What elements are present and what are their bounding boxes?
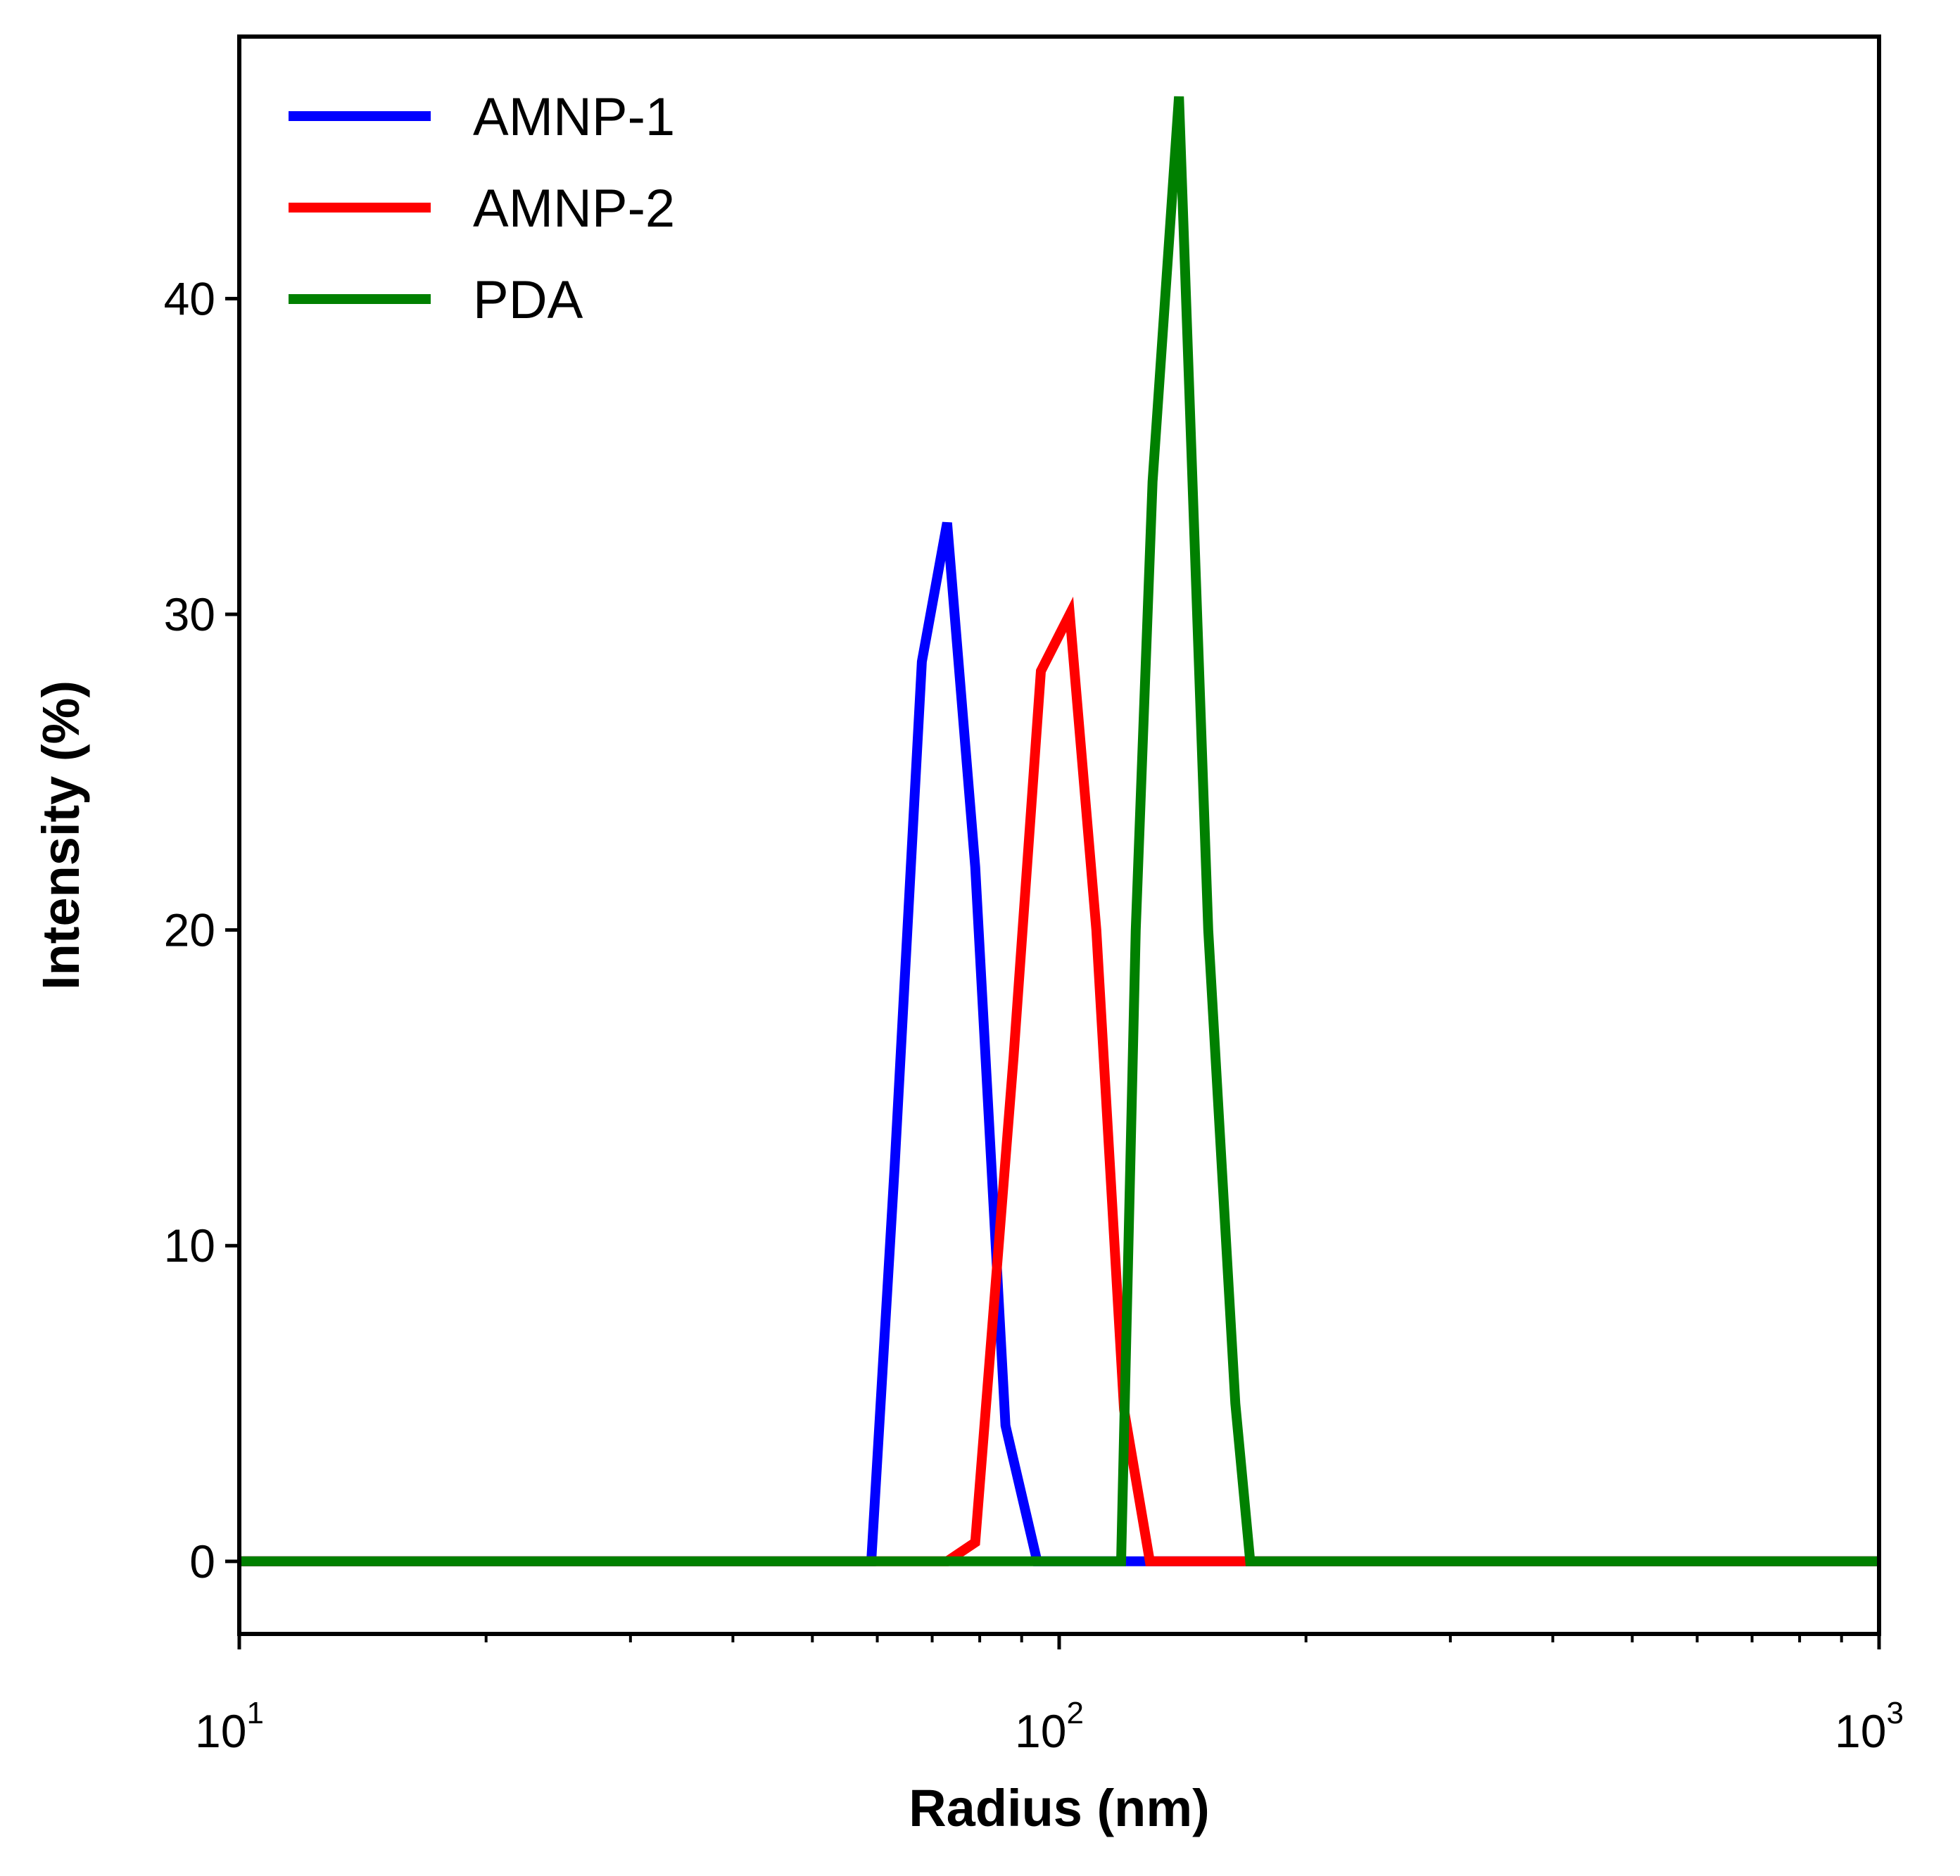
y-tick-label: 0 [189,1535,215,1587]
y-axis-label: Intensity (%) [32,680,90,990]
y-tick-label: 10 [164,1219,215,1272]
plot-lines [239,96,1879,1566]
y-tick-label: 40 [164,272,215,324]
x-axis-label: Radius (nm) [909,1779,1210,1837]
x-tick-label: 102 [1015,1696,1084,1757]
x-tick-label: 103 [1835,1696,1904,1757]
x-tick-label: 101 [195,1696,264,1757]
series-line-amnp-2 [239,596,1879,1566]
y-axis: 0 10 20 30 40 [164,272,239,1587]
series-line-amnp-1 [239,521,1879,1566]
legend-label-amnp-1: AMNP-1 [473,87,675,147]
legend: AMNP-1 AMNP-2 PDA [289,87,675,330]
series-line-pda [239,96,1879,1566]
y-tick-label: 20 [164,904,215,956]
legend-label-amnp-2: AMNP-2 [473,179,675,239]
y-tick-label: 30 [164,588,215,640]
x-axis: 101 102 103 [195,1634,1904,1757]
legend-label-pda: PDA [473,270,583,330]
